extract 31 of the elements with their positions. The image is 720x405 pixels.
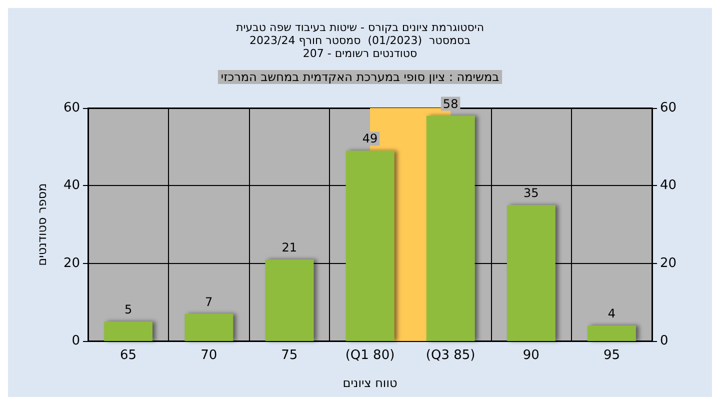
bar [104,322,152,341]
y-axis-title: מספר סטודנטים [35,183,49,266]
data-label: 7 [205,294,213,309]
x-tick-label: 95 [603,348,620,363]
data-label: 5 [124,302,132,317]
y2-tick-label: 40 [660,178,677,194]
x-tick-label: 75 [281,348,298,363]
data-label: 21 [282,240,298,254]
x-tick-label: 65 [120,348,137,363]
x-tick-label: (Q3 85) [426,348,476,363]
data-label: 49 [362,132,378,146]
data-label: 58 [442,96,458,111]
y2-tick-label: 60 [660,100,677,116]
data-label: 35 [524,186,539,200]
text: במשימה : ציון סופי במערכת האקדמית במחשב המרכזי [220,70,500,84]
chart-title: היסטוגרמת ציונים בקורס - שיטות בעיבוד שפה טבעית בסמסטר (01/2023) סמסטר חורף 2023/24 סטודנטים רשומים - 207 [236,21,484,60]
y2-tick-label: 20 [660,256,677,271]
x-tick-label: (Q1 80) [345,348,395,363]
bar [265,259,314,341]
bar [506,205,556,341]
y2-tick-label: 0 [660,334,668,348]
y-tick-label: 60 [63,100,80,116]
bar [588,325,636,341]
bar [184,314,234,341]
data-label: 4 [608,306,616,320]
x-axis-title: טווח ציונים [342,376,398,390]
y-tick-label: 40 [63,178,80,194]
x-tick-label: 90 [522,348,540,363]
y-tick-label: 0 [72,334,80,348]
y-tick-label: 20 [63,256,80,271]
x-tick-label: 70 [200,348,218,363]
